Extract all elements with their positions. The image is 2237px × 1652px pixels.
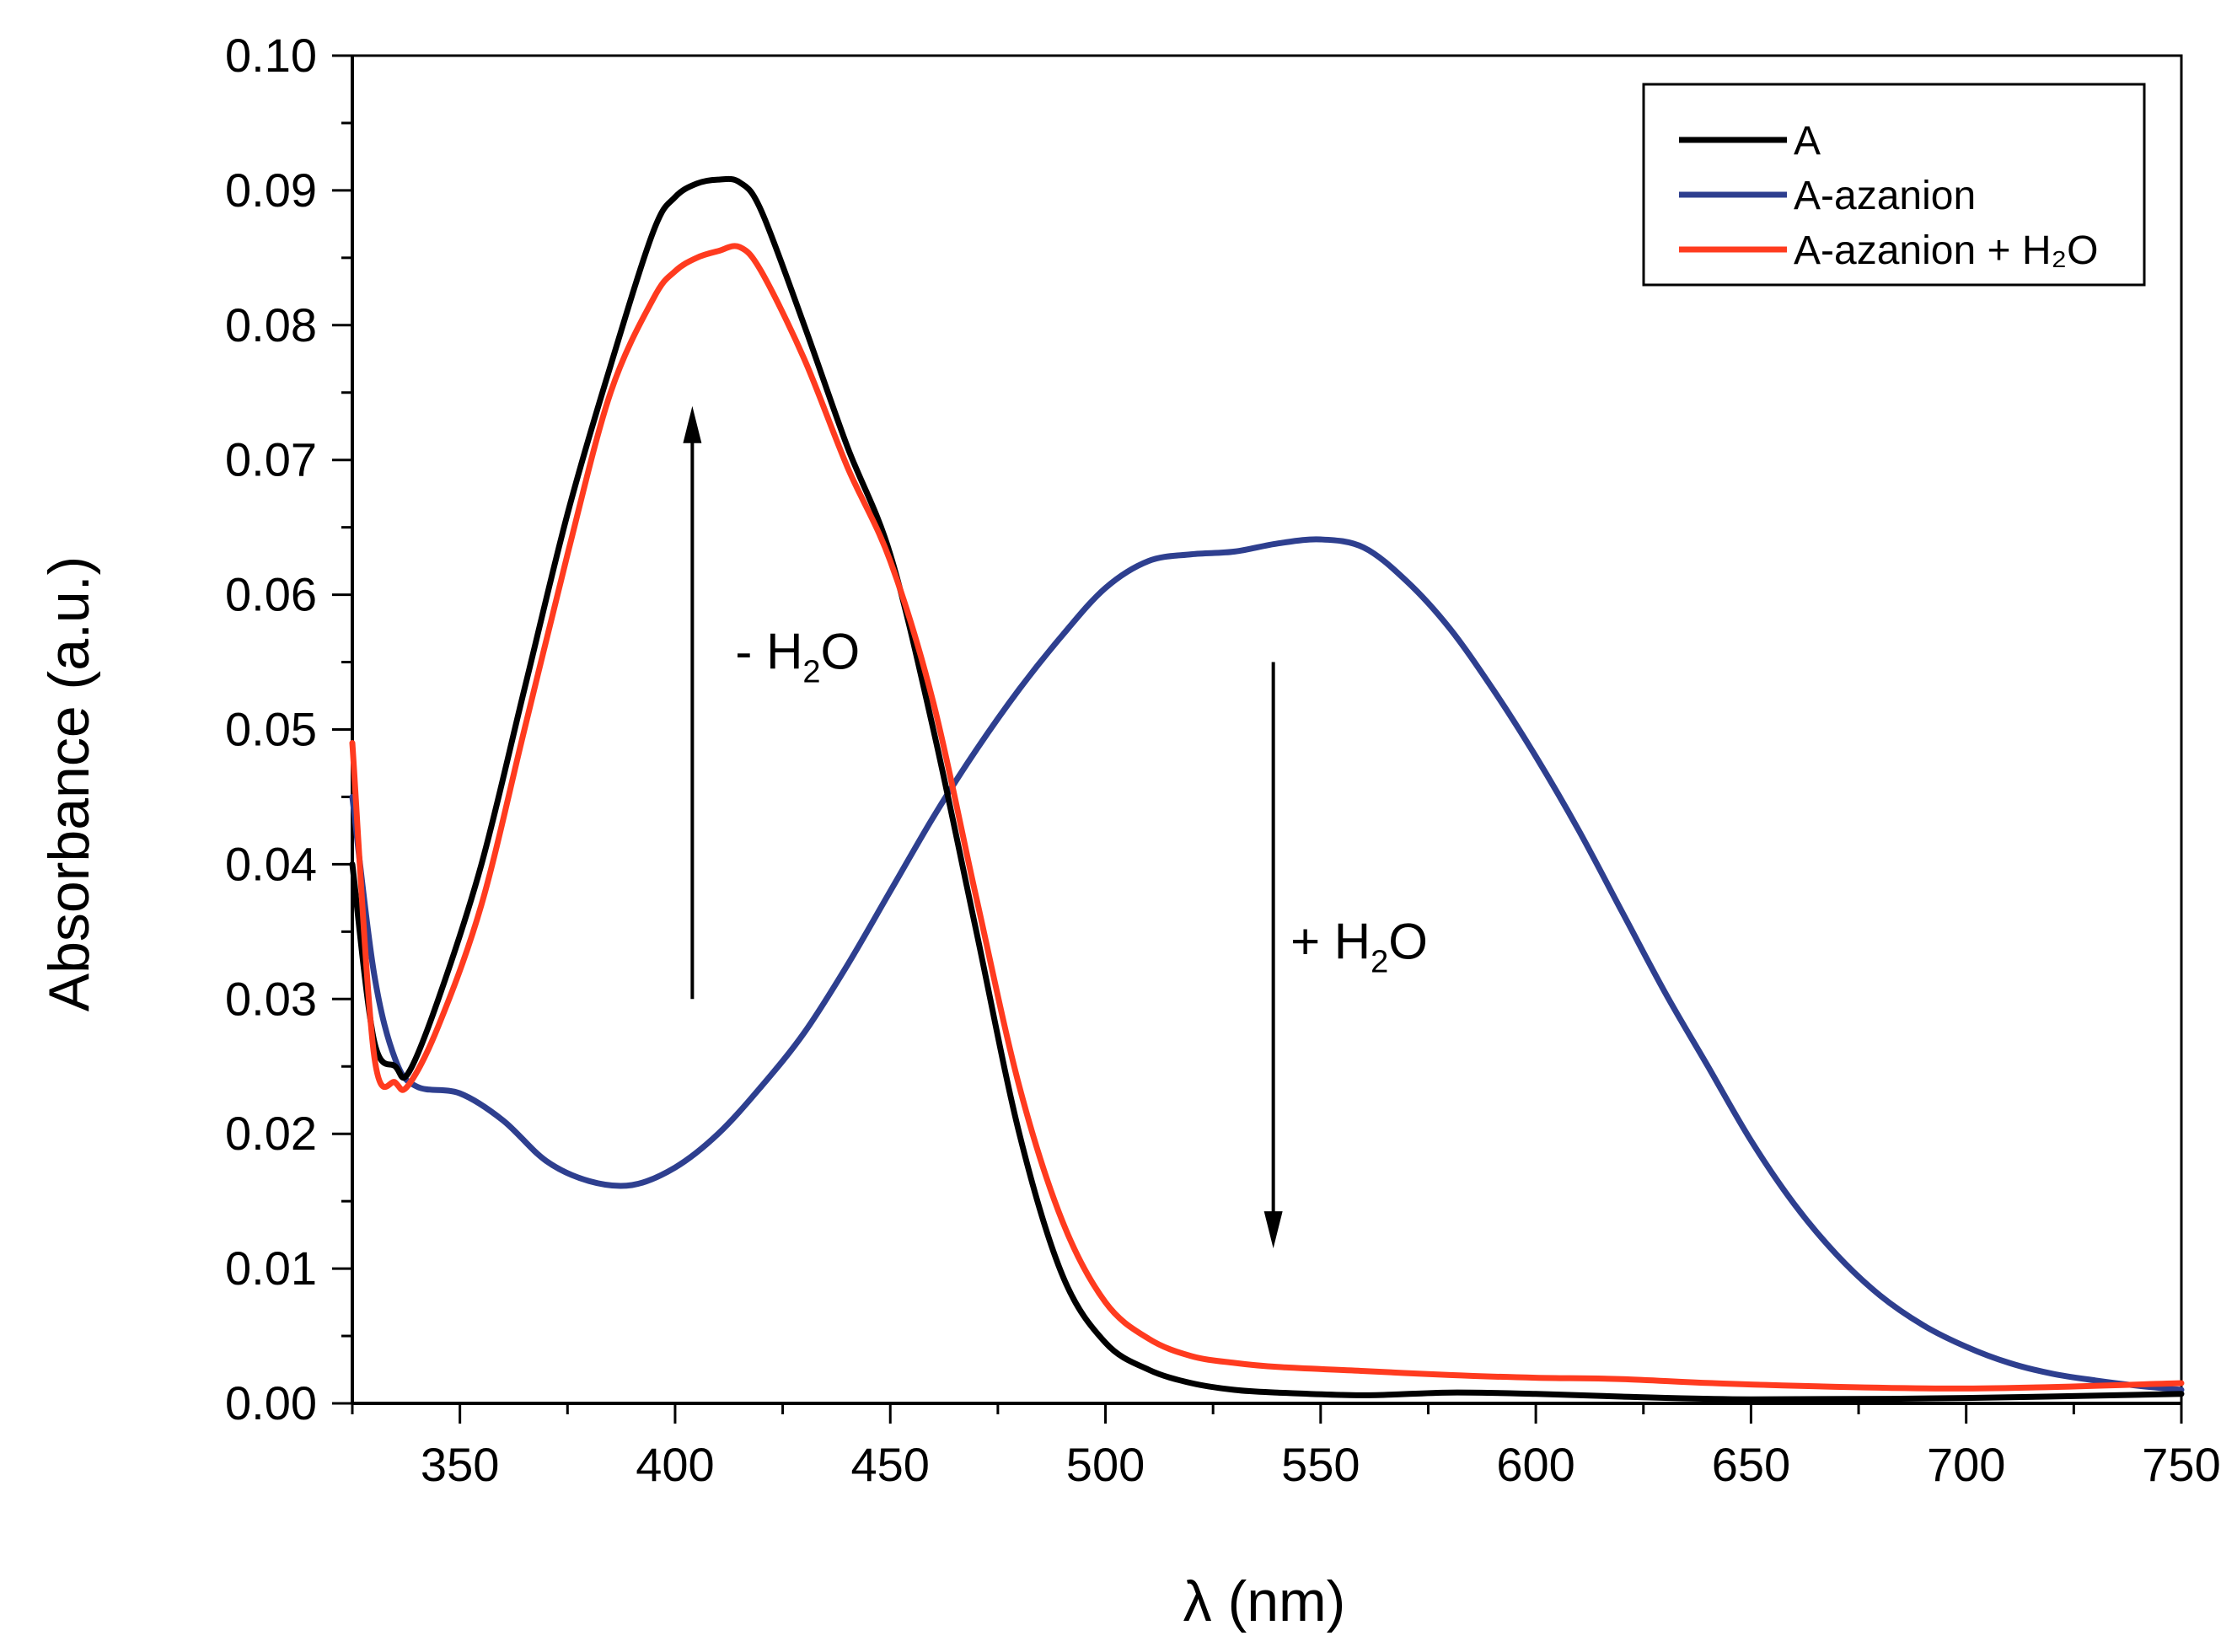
annotation-label-suffix: O bbox=[1388, 913, 1428, 969]
annotation-label: + H2O bbox=[1290, 913, 1428, 979]
y-tick-label: 0.01 bbox=[225, 1242, 317, 1295]
annotation-arrowhead bbox=[683, 405, 702, 443]
y-tick-label: 0.05 bbox=[225, 703, 317, 756]
y-tick-label: 0.03 bbox=[225, 972, 317, 1025]
annotation-label-subscript: 2 bbox=[1371, 944, 1388, 979]
annotation-label-subscript: 2 bbox=[802, 655, 820, 690]
x-tick-label: 450 bbox=[851, 1438, 930, 1491]
annotation-label: - H2O bbox=[735, 624, 860, 690]
annotation-label-main: + H bbox=[1290, 913, 1371, 969]
x-tick-label: 500 bbox=[1066, 1438, 1145, 1491]
series-line-a-azanion bbox=[349, 536, 2185, 1393]
x-tick-label: 350 bbox=[421, 1438, 499, 1491]
y-tick-label: 0.02 bbox=[225, 1107, 317, 1160]
legend: A A-azanion A-azanion + H₂O bbox=[1642, 83, 2146, 287]
x-axis-ticks: 350 400 450 500 550 600 650 700 750 bbox=[351, 1403, 2221, 1491]
y-tick-label: 0.06 bbox=[225, 568, 317, 621]
y-tick-label: 0.08 bbox=[225, 298, 317, 351]
series-line-a-azanion-h-o bbox=[349, 243, 2185, 1392]
y-tick-label: 0.00 bbox=[225, 1376, 317, 1429]
annotation-label-main: - H bbox=[735, 624, 802, 680]
x-tick-label: 550 bbox=[1281, 1438, 1360, 1491]
y-axis-title: Absorbance (a.u.) bbox=[37, 556, 101, 1012]
y-tick-label: 0.10 bbox=[225, 29, 317, 82]
x-tick-label: 600 bbox=[1496, 1438, 1574, 1491]
x-axis-title: λ (nm) bbox=[1183, 1569, 1346, 1633]
y-axis-ticks: 0.00 0.01 0.02 0.03 0.04 0.05 0.06 0.07 0.08 0.09… bbox=[225, 29, 352, 1429]
x-tick-label: 750 bbox=[2142, 1438, 2220, 1491]
annotation-layer: - H2O+ H2O bbox=[683, 405, 1428, 1249]
annotation-label-suffix: O bbox=[821, 624, 861, 680]
y-tick-label: 0.07 bbox=[225, 433, 317, 486]
x-tick-label: 700 bbox=[1927, 1438, 2005, 1491]
legend-label: A-azanion bbox=[1794, 174, 1976, 218]
legend-label: A bbox=[1794, 119, 1821, 164]
x-tick-label: 400 bbox=[636, 1438, 714, 1491]
legend-label: A-azanion + H₂O bbox=[1794, 228, 2098, 273]
annotation-arrowhead bbox=[1263, 1211, 1283, 1249]
y-tick-label: 0.09 bbox=[225, 164, 317, 217]
series-layer bbox=[349, 175, 2185, 1403]
x-tick-label: 650 bbox=[1712, 1438, 1790, 1491]
y-tick-label: 0.04 bbox=[225, 837, 317, 890]
